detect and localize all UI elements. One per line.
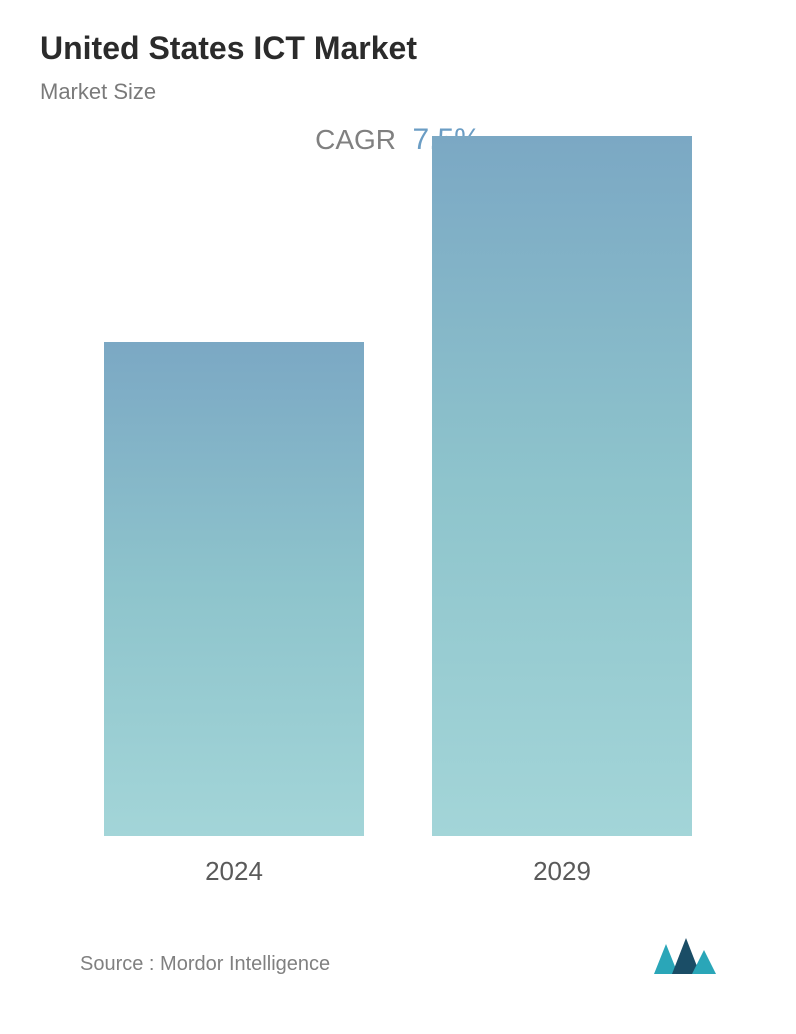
bar-wrapper-0: 2024 [94,342,374,887]
bar-1 [432,136,692,836]
bar-label-1: 2029 [533,856,591,887]
chart-title: United States ICT Market [40,30,756,67]
source-text: Source : Mordor Intelligence [80,953,330,976]
footer: Source : Mordor Intelligence [80,936,716,976]
chart-container: United States ICT Market Market Size CAG… [40,30,756,1004]
bar-0 [104,342,364,836]
bar-wrapper-1: 2029 [422,136,702,887]
logo-icon [652,936,716,976]
bars-area: 2024 2029 [40,187,756,887]
bar-label-0: 2024 [205,856,263,887]
cagr-label: CAGR [315,124,396,155]
chart-subtitle: Market Size [40,79,756,105]
